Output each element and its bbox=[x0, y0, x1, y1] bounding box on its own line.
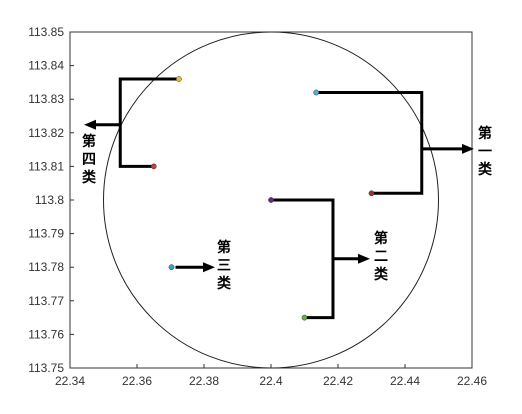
x-tick-label-5: 22.44 bbox=[390, 374, 420, 388]
data-point-1 bbox=[176, 76, 182, 82]
cluster-1-bracket bbox=[316, 90, 424, 195]
cluster-label-1-char-1: 第 bbox=[478, 125, 492, 142]
y-tick-label-6: 113.81 bbox=[28, 159, 64, 173]
y-tick-label-0: 113.75 bbox=[28, 361, 64, 375]
y-tick-label-10: 113.85 bbox=[28, 25, 64, 39]
data-point-3 bbox=[168, 264, 175, 271]
data-point-4 bbox=[268, 197, 274, 203]
y-tick-label-8: 113.83 bbox=[28, 92, 64, 106]
y-axis: 113.75 113.76 113.77 113.78 113.79 113.8 113.8… bbox=[28, 25, 74, 375]
circle-layer bbox=[103, 31, 439, 369]
y-tick-label-5: 113.8 bbox=[35, 193, 64, 207]
x-tick-label-3: 22.4 bbox=[259, 374, 283, 388]
cluster-label-1-char-3: 类 bbox=[478, 161, 493, 178]
x-tick-label-2: 22.38 bbox=[189, 374, 219, 388]
data-point-5 bbox=[301, 314, 308, 321]
cluster-label-4-char-3: 类 bbox=[82, 169, 97, 186]
y-tick-label-1: 113.76 bbox=[28, 327, 64, 341]
cluster-label-2-char-1: 第 bbox=[374, 230, 388, 247]
cluster-label-3-char-1: 第 bbox=[217, 239, 231, 256]
data-point-6 bbox=[313, 89, 320, 96]
cluster-label-3-char-3: 类 bbox=[217, 275, 232, 292]
x-tick-label-4: 22.42 bbox=[323, 374, 353, 388]
cluster-label-2-char-3: 类 bbox=[374, 266, 389, 283]
point-layer bbox=[150, 76, 375, 321]
cluster-4-arrow-head bbox=[84, 119, 96, 130]
x-tick-label-1: 22.36 bbox=[122, 374, 152, 388]
cluster-label-4: 第 四 类 bbox=[82, 133, 97, 186]
bracket-layer bbox=[84, 77, 474, 320]
y-tick-label-3: 113.78 bbox=[28, 260, 64, 274]
cluster-1-arrow-head bbox=[462, 143, 474, 154]
cluster-label-2: 第 二 类 bbox=[374, 230, 389, 283]
data-point-7 bbox=[368, 190, 375, 197]
x-axis: 22.34 22.36 22.38 22.4 22.42 22.44 22.46 bbox=[55, 364, 487, 388]
cluster-label-1-char-2: 一 bbox=[478, 144, 492, 160]
cluster-label-3: 第 三 类 bbox=[217, 239, 232, 292]
cluster-label-1: 第 一 类 bbox=[478, 125, 493, 178]
cluster-label-4-char-2: 四 bbox=[82, 152, 96, 168]
boundary-circle bbox=[103, 31, 439, 369]
cluster-3-arrow-head bbox=[203, 262, 215, 273]
cluster-2-arrow-head bbox=[358, 253, 370, 264]
y-tick-label-9: 113.84 bbox=[28, 59, 64, 73]
x-tick-label-0: 22.34 bbox=[55, 374, 85, 388]
cluster-label-3-char-2: 三 bbox=[217, 258, 231, 274]
data-point-2 bbox=[150, 163, 157, 170]
y-tick-label-4: 113.79 bbox=[28, 227, 64, 241]
y-tick-label-7: 113.82 bbox=[28, 126, 64, 140]
cluster-label-2-char-2: 二 bbox=[374, 249, 388, 265]
cluster-2-bracket bbox=[271, 198, 335, 320]
cluster-label-4-char-1: 第 bbox=[82, 133, 96, 150]
cluster-4-bracket bbox=[118, 77, 179, 168]
x-tick-label-6: 22.46 bbox=[457, 374, 487, 388]
y-tick-label-2: 113.77 bbox=[28, 294, 64, 308]
